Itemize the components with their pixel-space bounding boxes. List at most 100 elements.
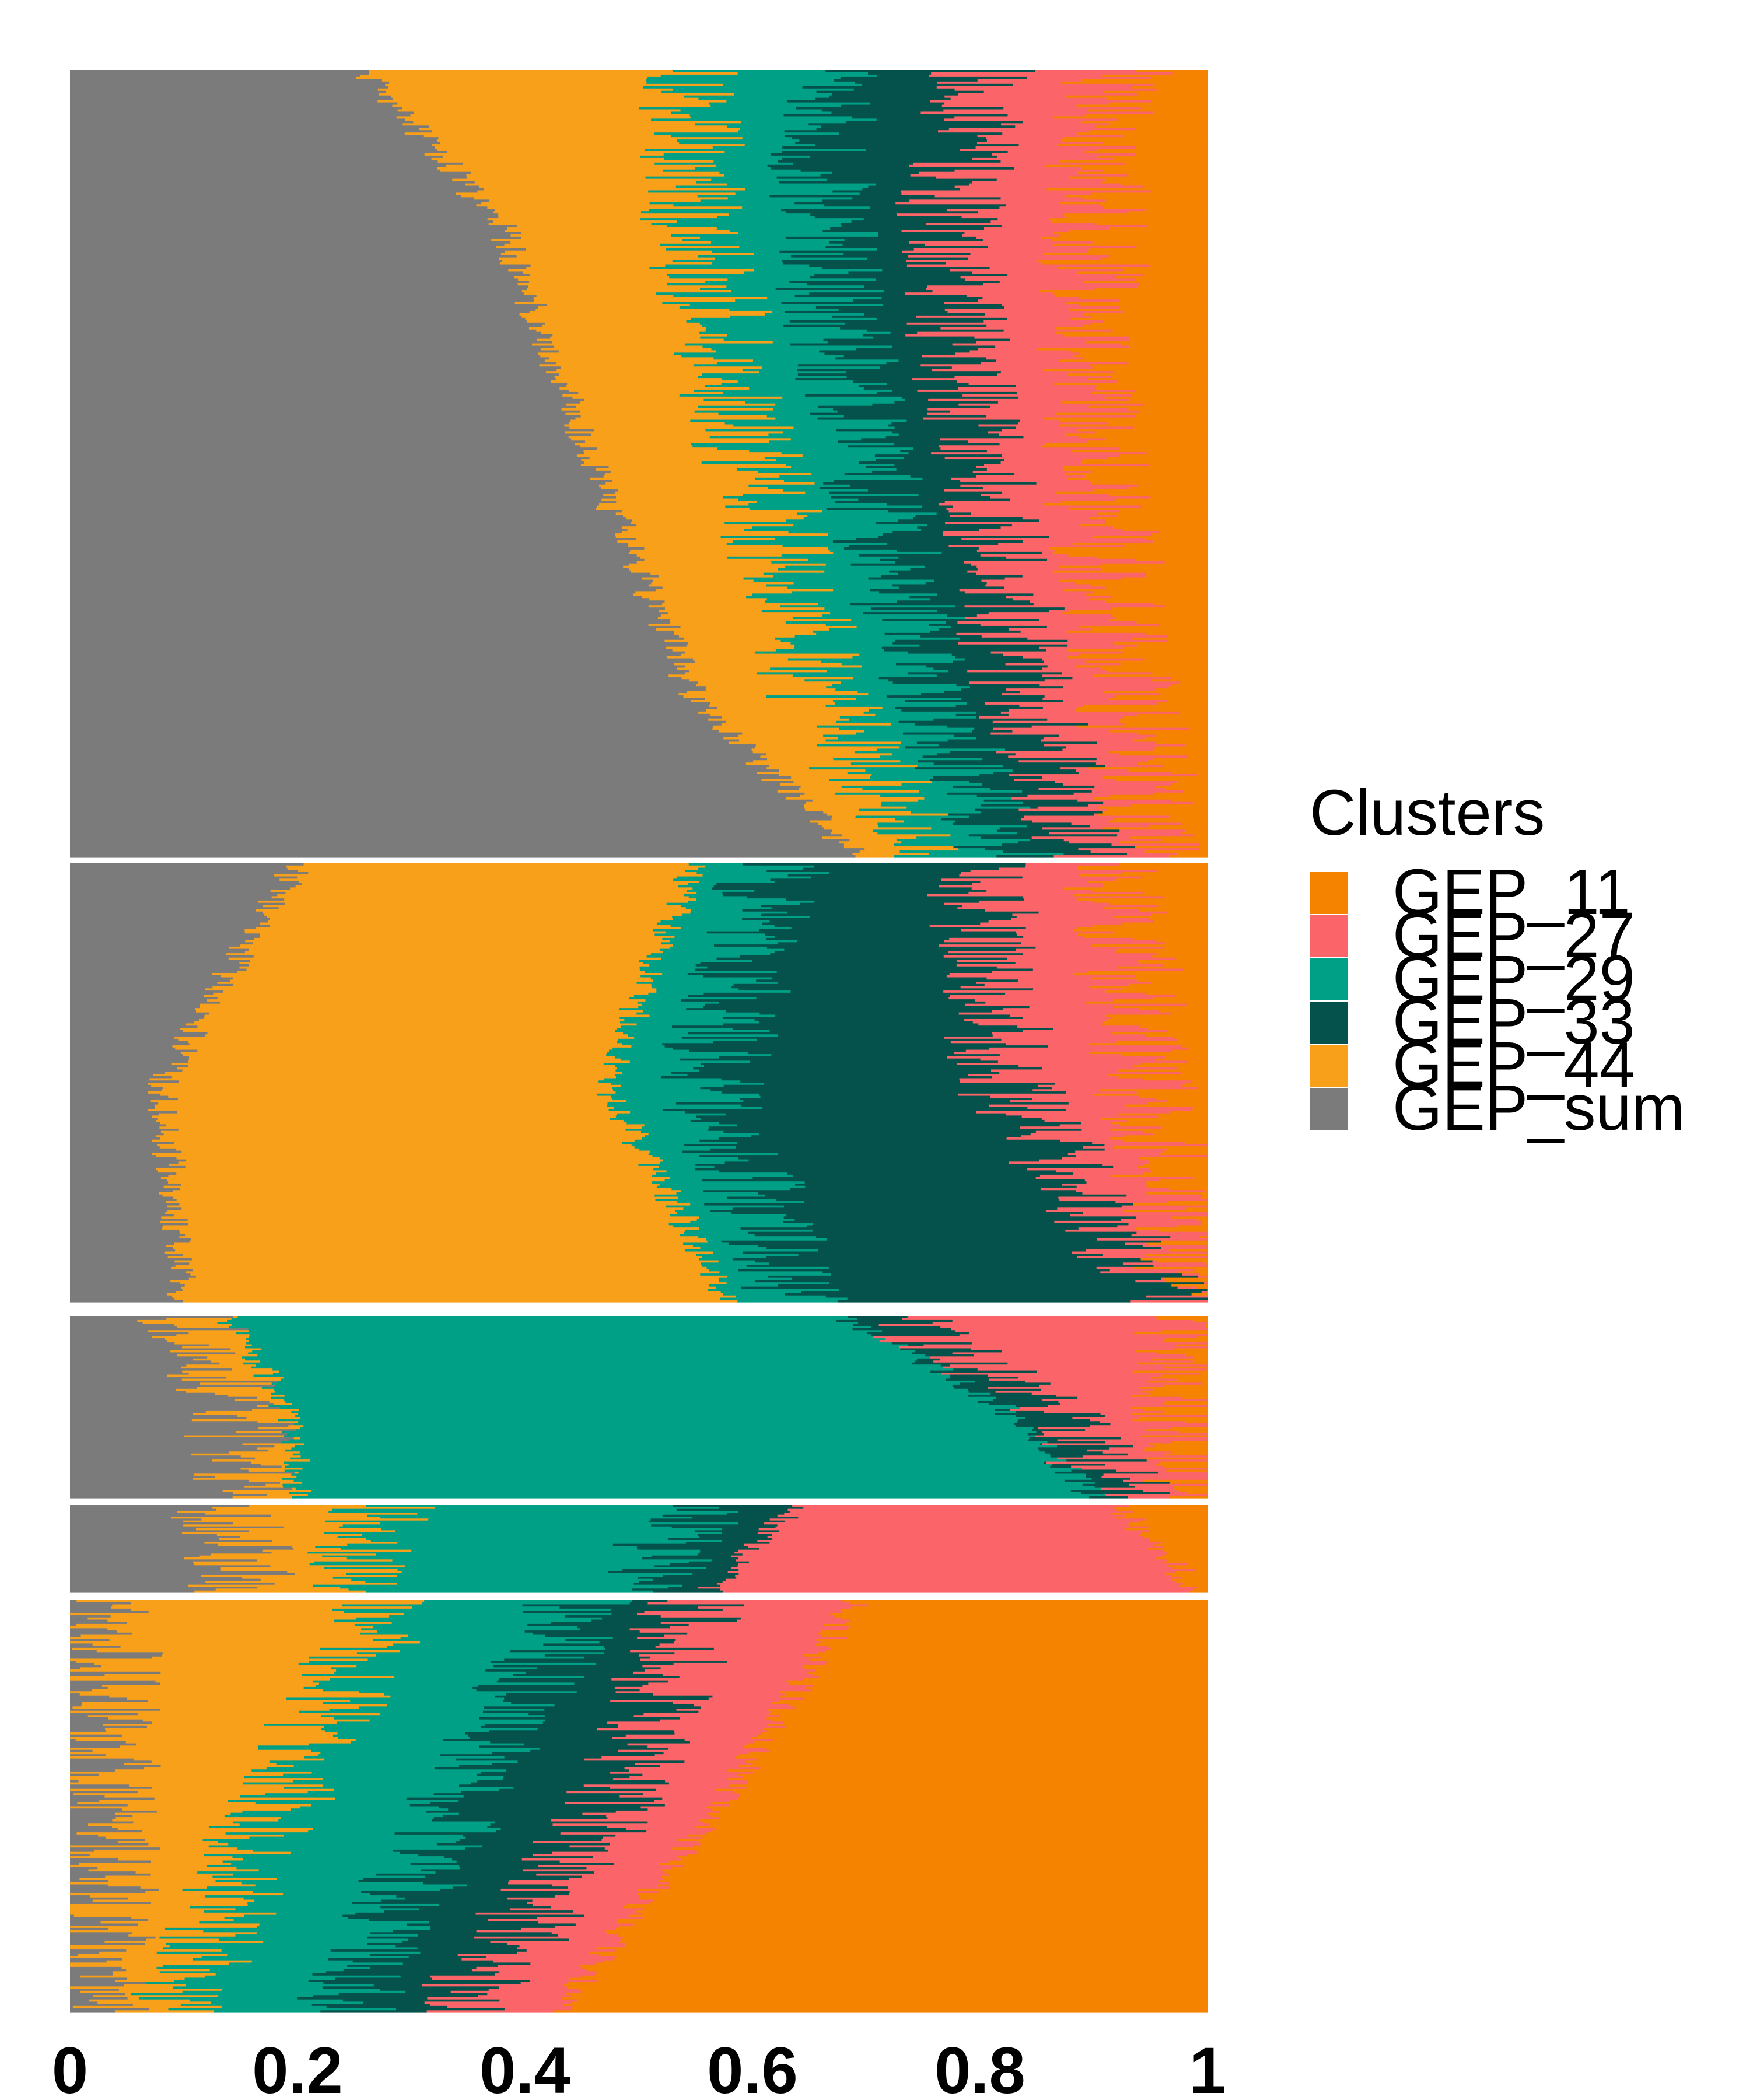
bar-segment-gep-44 — [163, 1087, 612, 1090]
bar-segment-gep-44 — [229, 1451, 300, 1454]
bar-segment-gep-sum — [70, 1654, 163, 1657]
bar-segment-gep-44 — [70, 1670, 337, 1672]
bar-segment-gep-sum — [70, 1834, 99, 1838]
bar-segment-gep-11 — [1165, 942, 1208, 945]
bar-segment-gep-44 — [168, 1174, 653, 1178]
bar-segment-gep-27 — [1113, 1166, 1139, 1169]
bar-segment-gep-29 — [882, 706, 895, 710]
bar-segment-gep-33 — [790, 991, 944, 993]
bar-segment-gep-29 — [237, 1316, 848, 1319]
bar-segment-gep-sum — [70, 1045, 173, 1048]
bar-segment-gep-27 — [1049, 536, 1094, 538]
bar-segment-gep-11 — [1080, 352, 1208, 355]
bar-segment-gep-27 — [967, 570, 1054, 573]
bar-segment-gep-sum — [70, 695, 684, 698]
bar-segment-gep-33 — [993, 772, 1079, 775]
bar-segment-gep-sum — [70, 1003, 201, 1006]
bar-segment-gep-sum — [70, 1133, 164, 1136]
bar-segment-gep-11 — [621, 1938, 1208, 1941]
bar-segment-gep-29 — [604, 1078, 722, 1081]
bar-segment-gep-sum — [70, 776, 792, 779]
bar-segment-gep-29 — [646, 955, 740, 958]
bar-segment-gep-29 — [299, 1409, 995, 1412]
bar-segment-gep-33 — [953, 660, 1045, 664]
bar-segment-gep-44 — [760, 755, 881, 758]
bar-segment-gep-29 — [215, 1973, 313, 1976]
bar-segment-gep-11 — [748, 1743, 1208, 1746]
bar-segment-gep-sum — [70, 698, 705, 701]
bar-segment-gep-44 — [174, 1260, 719, 1263]
bar-segment-gep-44 — [172, 1190, 682, 1193]
bar-segment-gep-sum — [70, 902, 285, 906]
bar-segment-gep-27 — [558, 1934, 618, 1937]
bar-segment-gep-44 — [664, 607, 825, 610]
bar-segment-gep-11 — [1097, 556, 1208, 559]
bar-segment-gep-29 — [771, 561, 896, 564]
bar-segment-gep-27 — [618, 1726, 787, 1729]
bar-segment-gep-27 — [1038, 1084, 1182, 1088]
bar-segment-gep-27 — [684, 1760, 747, 1763]
bar-segment-gep-11 — [624, 1945, 1208, 1948]
bar-segment-gep-11 — [1131, 1413, 1208, 1416]
bar-segment-gep-33 — [848, 544, 949, 548]
bar-segment-gep-27 — [1117, 834, 1195, 837]
bar-segment-gep-44 — [112, 1819, 279, 1822]
bar-segment-gep-27 — [618, 1724, 769, 1727]
bar-segment-gep-44 — [209, 1344, 253, 1347]
bar-segment-gep-11 — [1088, 378, 1208, 381]
bar-segment-gep-33 — [700, 1063, 958, 1066]
bar-segment-gep-29 — [163, 1947, 418, 1950]
bar-segment-gep-44 — [152, 1153, 649, 1156]
bar-segment-gep-44 — [131, 1608, 332, 1612]
bar-segment-gep-44 — [273, 1403, 293, 1406]
bar-segment-gep-27 — [1030, 600, 1105, 603]
bar-segment-gep-44 — [267, 916, 673, 919]
bar-segment-gep-29 — [337, 1536, 700, 1539]
bar-segment-gep-44 — [236, 1431, 282, 1434]
bar-segment-gep-33 — [898, 720, 993, 724]
bar-segment-gep-sum — [70, 285, 528, 288]
bar-segment-gep-44 — [545, 322, 701, 326]
bar-segment-gep-29 — [783, 431, 893, 434]
bar-segment-gep-29 — [243, 1782, 471, 1785]
bar-segment-gep-33 — [739, 955, 944, 958]
bar-segment-gep-27 — [660, 1667, 805, 1670]
bar-segment-gep-27 — [944, 302, 1067, 304]
bar-segment-gep-27 — [1031, 1392, 1151, 1395]
bar-segment-gep-44 — [167, 1205, 666, 1208]
bar-segment-gep-29 — [856, 625, 951, 629]
bar-segment-gep-44 — [526, 267, 650, 270]
bar-segment-gep-sum — [70, 1014, 205, 1017]
bar-segment-gep-44 — [161, 1089, 614, 1092]
bar-segment-gep-27 — [618, 1749, 771, 1753]
bar-segment-gep-29 — [766, 415, 845, 418]
bar-segment-gep-11 — [1142, 274, 1208, 276]
bar-segment-gep-33 — [822, 229, 902, 233]
bar-segment-gep-33 — [779, 181, 973, 184]
bar-segment-gep-sum — [70, 1413, 194, 1416]
bar-segment-gep-29 — [654, 132, 840, 135]
bar-segment-gep-44 — [76, 1832, 226, 1835]
bar-segment-gep-33 — [682, 1150, 1076, 1153]
bar-segment-gep-11 — [1110, 1138, 1208, 1140]
bar-segment-gep-44 — [630, 549, 831, 552]
bar-segment-gep-27 — [951, 477, 1069, 481]
bar-segment-gep-44 — [108, 1717, 334, 1720]
bar-segment-gep-29 — [229, 1962, 404, 1965]
bar-segment-gep-33 — [396, 1945, 520, 1948]
bar-segment-gep-27 — [1056, 1170, 1152, 1173]
bar-segment-gep-11 — [1116, 1041, 1208, 1044]
bar-segment-gep-11 — [1116, 276, 1208, 279]
bar-segment-gep-sum — [70, 1065, 188, 1068]
bar-segment-gep-11 — [1158, 1153, 1208, 1156]
bar-segment-gep-44 — [125, 1741, 352, 1744]
bar-segment-gep-sum — [70, 544, 629, 548]
bar-segment-gep-44 — [766, 767, 810, 770]
bar-segment-gep-11 — [1093, 489, 1208, 492]
bar-segment-gep-sum — [70, 1878, 80, 1881]
bar-segment-gep-27 — [968, 257, 1101, 261]
bar-segment-gep-11 — [1168, 855, 1208, 858]
bar-segment-gep-27 — [984, 984, 1130, 987]
bar-segment-gep-29 — [625, 1128, 708, 1132]
bar-segment-gep-11 — [769, 1749, 1208, 1753]
